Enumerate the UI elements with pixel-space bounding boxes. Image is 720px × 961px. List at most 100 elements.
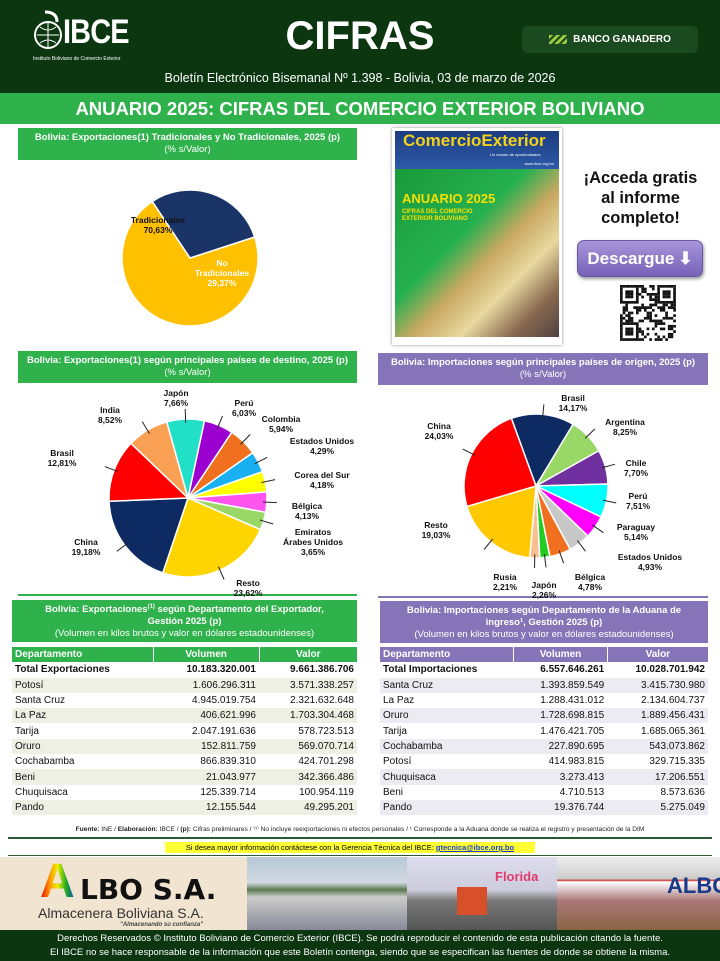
qr-module [662, 292, 666, 296]
qr-module [649, 303, 652, 307]
pie-label: Emiratos Árabes Unidos 3,65% [282, 527, 344, 557]
chart-subtitle: (% s/Valor) [164, 367, 211, 378]
qr-module [638, 308, 642, 312]
table-row: Tarija 1.476.421.705 1.685.065.361 [380, 723, 708, 738]
label-name: China [427, 421, 451, 431]
sponsor-button[interactable]: BANCO GANADERO [522, 26, 698, 53]
qr-module [627, 332, 631, 336]
qr-module [635, 308, 639, 312]
table-cell: 2.321.632.648 [290, 695, 354, 707]
download-button[interactable]: Descargue ⬇ [577, 240, 703, 277]
table-row: Chuquisaca 125.339.714 100.954.119 [12, 785, 357, 800]
qr-module [627, 316, 631, 320]
qr-module [657, 287, 660, 291]
qr-module [627, 314, 631, 317]
qr-module [635, 292, 639, 296]
qr-module [625, 303, 629, 307]
pie-label: Japón 2,26% [531, 580, 556, 600]
table-cell: Cochabamba [15, 756, 75, 768]
qr-module [673, 292, 676, 296]
qr-module [630, 327, 634, 331]
qr-module [646, 292, 650, 296]
qr-module [657, 285, 660, 288]
chart-header-tradicionales: Bolivia: Exportaciones(1) Tradicionales … [18, 128, 357, 160]
pie-label: Brasil 14,17% [559, 393, 588, 413]
divider [8, 855, 712, 856]
pie-label: India 8,52% [98, 405, 122, 425]
qr-module [625, 338, 629, 341]
label-value: 5,94% [268, 424, 294, 434]
table-row: Tarija 2.047.191.636 578.723.513 [12, 723, 357, 738]
qr-module [649, 316, 652, 320]
qr-module [649, 298, 652, 301]
qr-module [641, 330, 644, 333]
chart-title: Bolivia: Exportaciones(1) Tradicionales … [34, 132, 341, 143]
leader-line [240, 434, 251, 445]
qr-module [643, 306, 647, 309]
qr-module [670, 332, 674, 336]
qr-module [665, 300, 668, 304]
qr-module [641, 319, 644, 323]
pie-label: China 19,18% [72, 537, 101, 557]
qr-module [665, 338, 668, 341]
albo-ad-banner[interactable]: A LBO S.A. Almacenera Boliviana S.A. "Al… [0, 857, 720, 930]
qr-module [622, 316, 626, 320]
qr-module [627, 327, 631, 331]
label-value: 2,21% [492, 582, 518, 592]
qr-module [620, 322, 623, 325]
pie-slice-tradicionales [121, 200, 259, 327]
qr-module [633, 285, 636, 288]
qr-module [635, 311, 639, 315]
label-name: Paraguay [616, 522, 656, 532]
qr-module [641, 285, 644, 288]
qr-module [620, 335, 623, 339]
pie-label: Corea del Sur 4,18% [294, 470, 349, 490]
anuario-cover[interactable]: ComercioExterior Un mundo de oportunidad… [392, 128, 562, 345]
qr-module [649, 319, 652, 323]
qr-module [649, 311, 652, 315]
qr-module [633, 322, 636, 325]
qr-module [643, 316, 647, 320]
label-value: 4,18% [309, 480, 335, 490]
qr-module [638, 330, 642, 333]
qr-module [620, 295, 623, 299]
table-cell: 414.983.815 [548, 756, 605, 768]
label-name: Colombia [261, 414, 301, 424]
qr-module [627, 338, 631, 341]
email-link[interactable]: gtecnica@ibce.org.bo [435, 843, 515, 852]
table-cell: Pando [380, 799, 514, 816]
qr-module [635, 330, 639, 333]
qr-module [635, 295, 639, 299]
table-row: Total Importaciones 6.557.646.261 10.028.7… [380, 662, 708, 677]
arrow-down-icon: ⬇ [678, 248, 693, 268]
qr-module [667, 324, 671, 328]
qr-module [635, 298, 639, 301]
qr-module [657, 319, 660, 323]
qr-module [625, 292, 629, 296]
column-header: Volumen [513, 647, 608, 663]
label-name: Argentina [605, 417, 645, 427]
qr-code[interactable] [620, 285, 676, 341]
qr-module [667, 327, 671, 331]
qr-module [673, 300, 676, 304]
qr-module [627, 290, 631, 294]
qr-module [654, 324, 658, 328]
qr-module [635, 306, 639, 309]
leader-line [259, 519, 274, 525]
qr-module [667, 306, 671, 309]
qr-module [646, 332, 650, 336]
column-header: Valor [258, 647, 357, 663]
qr-module [657, 295, 660, 299]
qr-module [625, 330, 629, 333]
table-cell: 10.028.701.942 [635, 664, 705, 676]
qr-module [627, 311, 631, 315]
table-cell: 10.183.320.001 [186, 664, 256, 676]
qr-module [665, 292, 668, 296]
qr-module [667, 335, 671, 339]
qr-module [667, 300, 671, 304]
qr-module [620, 338, 623, 341]
qr-module [633, 306, 636, 309]
table-cell: 578.723.513 [298, 725, 354, 737]
qr-module [622, 311, 626, 315]
qr-module [625, 295, 629, 299]
